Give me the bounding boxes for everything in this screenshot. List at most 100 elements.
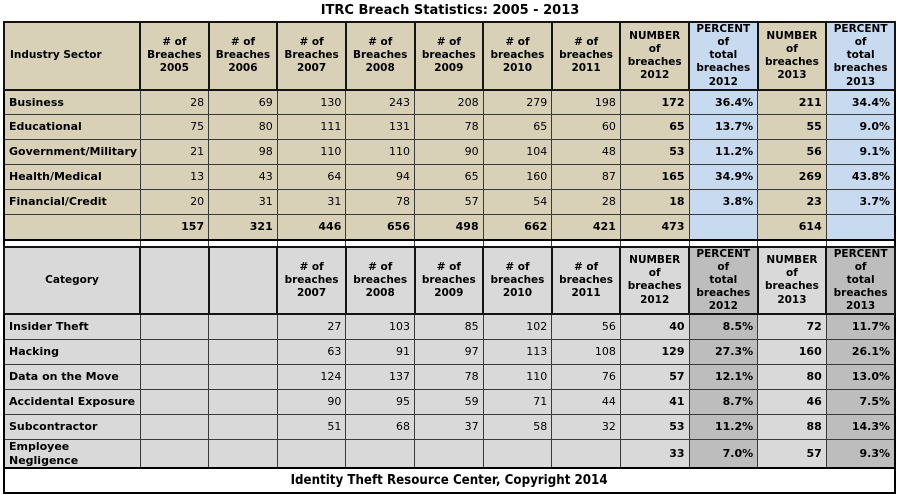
data-cell <box>345 438 415 469</box>
row-label: Business <box>3 89 141 116</box>
row-label: Accidental Exposure <box>3 388 141 415</box>
table-row: Government/Military 21 98 110 110 90 104 48 53 11… <box>3 139 896 166</box>
data-cell: 88 <box>757 413 827 440</box>
footer-row: Identity Theft Resource Center, Copyrigh… <box>3 467 896 494</box>
data-cell: 160 <box>482 164 553 191</box>
data-cell: 27.3% <box>688 338 759 365</box>
data-cell <box>139 413 210 440</box>
data-cell: 26.1% <box>825 338 896 365</box>
data-cell <box>208 388 278 415</box>
data-cell: 656 <box>345 214 415 241</box>
header-cell: # of breaches 2010 <box>482 245 553 316</box>
header-cell: Category <box>3 245 141 316</box>
data-cell: 165 <box>619 164 690 191</box>
data-cell: 48 <box>551 139 621 166</box>
data-cell: 41 <box>619 388 690 415</box>
data-cell: 614 <box>757 214 827 241</box>
data-cell: 130 <box>276 89 347 116</box>
data-cell: 90 <box>276 388 347 415</box>
data-cell <box>208 413 278 440</box>
data-cell: 9.0% <box>825 114 896 141</box>
header-cell: NUMBER of breaches 2012 <box>619 21 690 91</box>
gap-cell <box>276 238 347 248</box>
gap-cell <box>619 238 690 248</box>
data-cell: 46 <box>757 388 827 415</box>
data-cell: 108 <box>551 338 621 365</box>
data-cell: 198 <box>551 89 621 116</box>
data-cell: 8.7% <box>688 388 759 415</box>
data-cell: 57 <box>619 363 690 390</box>
footer-cell: Identity Theft Resource Center, Copyrigh… <box>3 467 896 494</box>
data-cell: 11.2% <box>688 413 759 440</box>
data-cell <box>208 438 278 469</box>
data-cell: 31 <box>276 189 347 216</box>
data-cell: 269 <box>757 164 827 191</box>
data-cell: 72 <box>757 313 827 340</box>
table-row: Hacking 63 91 97 113 108 129 27.3% 160 26.1% <box>3 338 896 365</box>
data-cell: 124 <box>276 363 347 390</box>
header-cell <box>207 245 279 316</box>
table-row: Industry Sector # of Breaches 2005 # of Br… <box>3 21 896 91</box>
data-cell: 172 <box>619 89 690 116</box>
gap-cell <box>688 238 759 248</box>
data-cell: 23 <box>757 189 827 216</box>
data-cell: 40 <box>619 313 690 340</box>
gap-cell <box>345 238 415 248</box>
data-cell: 60 <box>551 114 621 141</box>
stats-table-body: Industry Sector # of Breaches 2005 # of Br… <box>3 21 896 494</box>
data-cell: 13 <box>139 164 210 191</box>
data-cell: 18 <box>619 189 690 216</box>
table-row: Business 28 69 130 243 208 279 198 172 36.4% 211 34… <box>3 89 896 116</box>
table-row: Category # of breaches 2007 # of breaches … <box>3 245 896 316</box>
data-cell: 129 <box>619 338 690 365</box>
header-cell: # of breaches 2009 <box>413 21 485 91</box>
data-cell: 473 <box>619 214 690 241</box>
data-cell <box>208 313 278 340</box>
data-cell: 69 <box>208 89 278 116</box>
row-label <box>3 214 141 241</box>
data-cell: 76 <box>551 363 621 390</box>
data-cell <box>139 363 210 390</box>
data-cell <box>139 438 210 469</box>
table-row: Data on the Move 124 137 78 110 76 57 12.1% 80 13… <box>3 363 896 390</box>
data-cell: 243 <box>345 89 415 116</box>
row-label: Insider Theft <box>3 313 141 340</box>
data-cell <box>551 438 621 469</box>
data-cell: 28 <box>551 189 621 216</box>
data-cell: 94 <box>345 164 415 191</box>
data-cell <box>208 338 278 365</box>
header-cell: # of Breaches 2008 <box>344 21 416 91</box>
data-cell: 14.3% <box>825 413 896 440</box>
data-cell: 71 <box>482 388 553 415</box>
table-row: Insider Theft 27 103 85 102 56 40 8.5% 72 11.7% <box>3 313 896 340</box>
table-row: Employee Negligence 33 7.0% 57 9.3% <box>3 438 896 469</box>
data-cell: 110 <box>345 139 415 166</box>
data-cell <box>139 388 210 415</box>
row-label: Educational <box>3 114 141 141</box>
header-cell: PERCENT of total breaches 2012 <box>688 21 759 91</box>
data-cell: 9.1% <box>825 139 896 166</box>
gap-cell <box>482 238 553 248</box>
data-cell: 95 <box>345 388 415 415</box>
header-cell: NUMBER of breaches 2013 <box>756 245 828 316</box>
table-row: Educational 75 80 111 131 78 65 60 65 13.7% 55 9.0% <box>3 114 896 141</box>
data-cell: 3.7% <box>825 189 896 216</box>
data-cell: 80 <box>208 114 278 141</box>
header-cell <box>139 245 210 316</box>
gap-cell <box>3 238 141 248</box>
header-cell: NUMBER of breaches 2012 <box>619 245 690 316</box>
header-cell: # of breaches 2008 <box>344 245 416 316</box>
table-row: Accidental Exposure 90 95 59 71 44 41 8.7% 46 7.5… <box>3 388 896 415</box>
header-cell: PERCENT of total breaches 2013 <box>825 21 896 91</box>
header-cell: # of Breaches 2006 <box>207 21 279 91</box>
data-cell: 78 <box>414 363 484 390</box>
gap-cell <box>414 238 484 248</box>
data-cell: 33 <box>619 438 690 469</box>
data-cell: 87 <box>551 164 621 191</box>
data-cell: 56 <box>551 313 621 340</box>
data-cell: 137 <box>345 363 415 390</box>
header-cell: # of breaches 2009 <box>413 245 485 316</box>
data-cell: 56 <box>757 139 827 166</box>
data-cell <box>482 438 553 469</box>
data-cell: 110 <box>482 363 553 390</box>
